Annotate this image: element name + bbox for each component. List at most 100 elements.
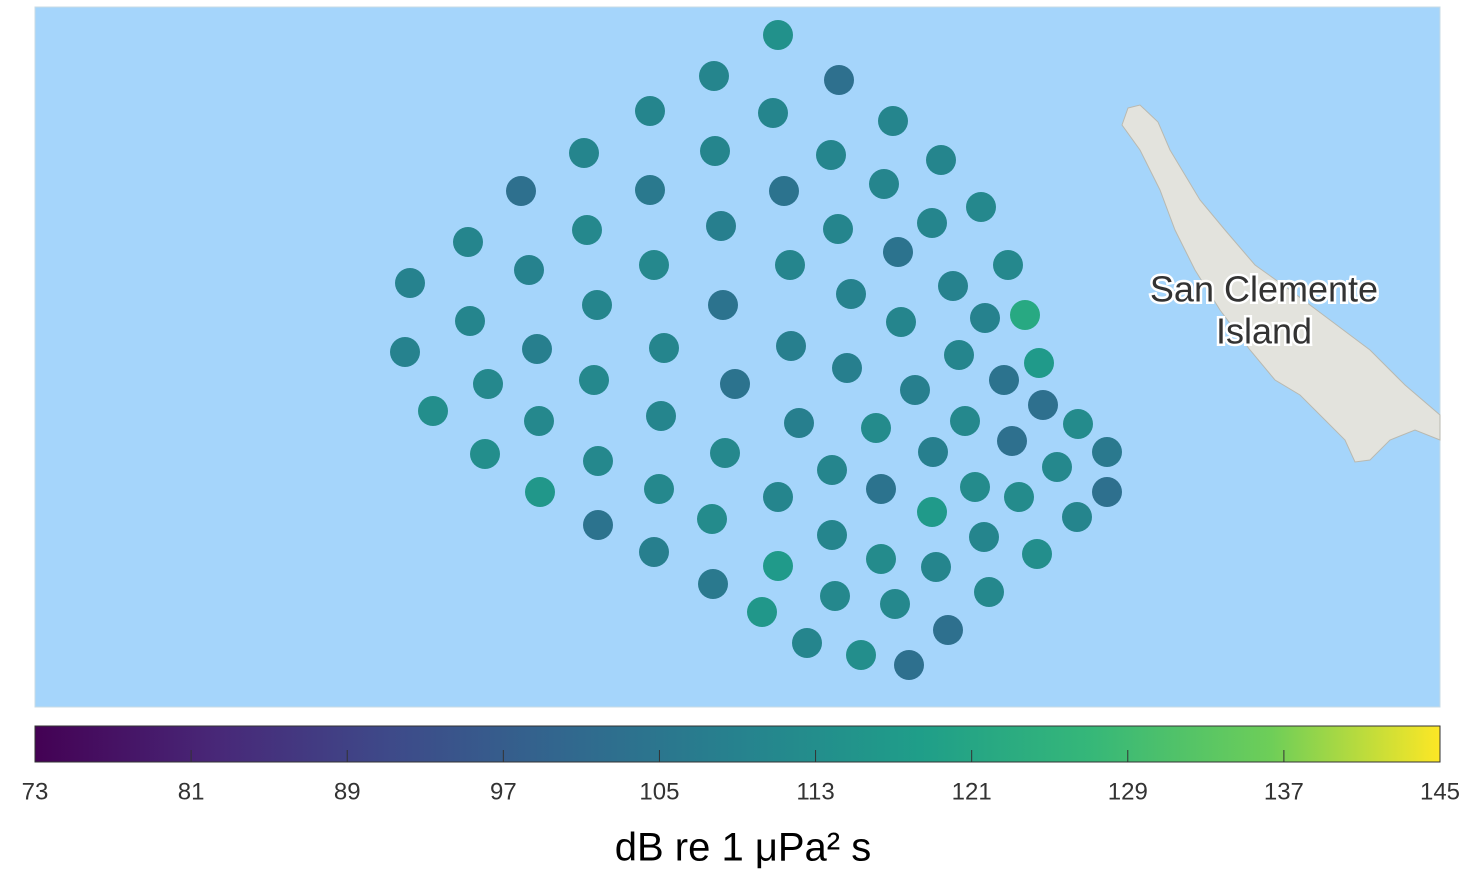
station-dot (1063, 409, 1093, 439)
station-dot (1004, 482, 1034, 512)
colorbar-tick-label: 129 (1108, 778, 1148, 805)
colorbar-label: dB re 1 μPa² s (615, 826, 871, 870)
station-dot (993, 250, 1023, 280)
station-dot (639, 537, 669, 567)
station-dot (706, 211, 736, 241)
station-dot (583, 510, 613, 540)
station-dot (758, 98, 788, 128)
station-dot (866, 474, 896, 504)
station-dot (823, 214, 853, 244)
station-dot (572, 215, 602, 245)
station-dot (698, 569, 728, 599)
station-dot (846, 640, 876, 670)
station-dot (938, 271, 968, 301)
station-dot (710, 438, 740, 468)
station-dot (824, 65, 854, 95)
station-dot (861, 413, 891, 443)
station-dot (918, 437, 948, 467)
station-dot (635, 175, 665, 205)
colorbar-tick-label: 113 (796, 778, 834, 805)
station-dot (763, 20, 793, 50)
station-dot (921, 552, 951, 582)
station-dot (966, 192, 996, 222)
station-dot (883, 237, 913, 267)
station-dot (582, 290, 612, 320)
station-dot (933, 615, 963, 645)
station-dot (700, 136, 730, 166)
colorbar-tick-label: 145 (1420, 778, 1460, 805)
station-dot (470, 439, 500, 469)
station-dot (1022, 539, 1052, 569)
station-dot (817, 520, 847, 550)
station-dot (646, 401, 676, 431)
colorbar-tick-label: 73 (22, 778, 49, 805)
station-dot (649, 333, 679, 363)
colorbar (35, 726, 1440, 762)
station-dot (775, 250, 805, 280)
page: San Clemente Island dB re 1 μPa² s 73 81 8… (0, 0, 1471, 874)
station-dot (635, 96, 665, 126)
station-dot (747, 597, 777, 627)
station-dot (917, 497, 947, 527)
station-dot (1062, 502, 1092, 532)
station-dot (792, 628, 822, 658)
station-dot (832, 353, 862, 383)
station-dot (699, 61, 729, 91)
station-dot (894, 650, 924, 680)
station-dot (900, 375, 930, 405)
station-dot (579, 365, 609, 395)
station-dot (763, 551, 793, 581)
colorbar-tick-label: 97 (490, 778, 517, 805)
station-dot (950, 406, 980, 436)
station-dot (639, 250, 669, 280)
ocean (35, 7, 1440, 707)
colorbar-tick-label: 89 (334, 778, 361, 805)
station-dot (569, 138, 599, 168)
map-figure: San Clemente Island dB re 1 μPa² s 73 81 8… (0, 0, 1471, 874)
station-dot (1010, 300, 1040, 330)
station-dot (473, 369, 503, 399)
station-dot (525, 477, 555, 507)
island-label: San Clemente (1150, 269, 1378, 310)
station-dot (878, 106, 908, 136)
colorbar-tick-label: 121 (952, 778, 992, 805)
colorbar-tick-label: 81 (178, 778, 205, 805)
station-dot (697, 504, 727, 534)
station-dot (926, 145, 956, 175)
station-dot (1024, 348, 1054, 378)
station-dot (1028, 390, 1058, 420)
station-dot (820, 581, 850, 611)
station-dot (997, 426, 1027, 456)
station-dot (708, 290, 738, 320)
station-dot (969, 522, 999, 552)
station-dot (836, 279, 866, 309)
station-dot (453, 227, 483, 257)
station-dot (506, 176, 536, 206)
station-dot (970, 303, 1000, 333)
station-dot (869, 169, 899, 199)
station-dot (720, 369, 750, 399)
station-dot (395, 268, 425, 298)
station-dot (917, 208, 947, 238)
station-dot (514, 255, 544, 285)
station-dot (880, 589, 910, 619)
station-dot (817, 455, 847, 485)
station-dot (944, 340, 974, 370)
station-dot (816, 140, 846, 170)
station-dot (769, 176, 799, 206)
station-dot (1042, 452, 1072, 482)
station-dot (784, 408, 814, 438)
colorbar-tick-label: 137 (1264, 778, 1304, 805)
station-dot (989, 365, 1019, 395)
station-dot (1092, 477, 1122, 507)
station-dot (960, 472, 990, 502)
station-dot (522, 334, 552, 364)
colorbar-tick-label: 105 (639, 778, 679, 805)
station-dot (524, 406, 554, 436)
station-dot (1092, 437, 1122, 467)
station-dot (455, 306, 485, 336)
station-dot (866, 544, 896, 574)
island-label: Island (1216, 311, 1312, 352)
station-dot (418, 396, 448, 426)
station-dot (390, 337, 420, 367)
